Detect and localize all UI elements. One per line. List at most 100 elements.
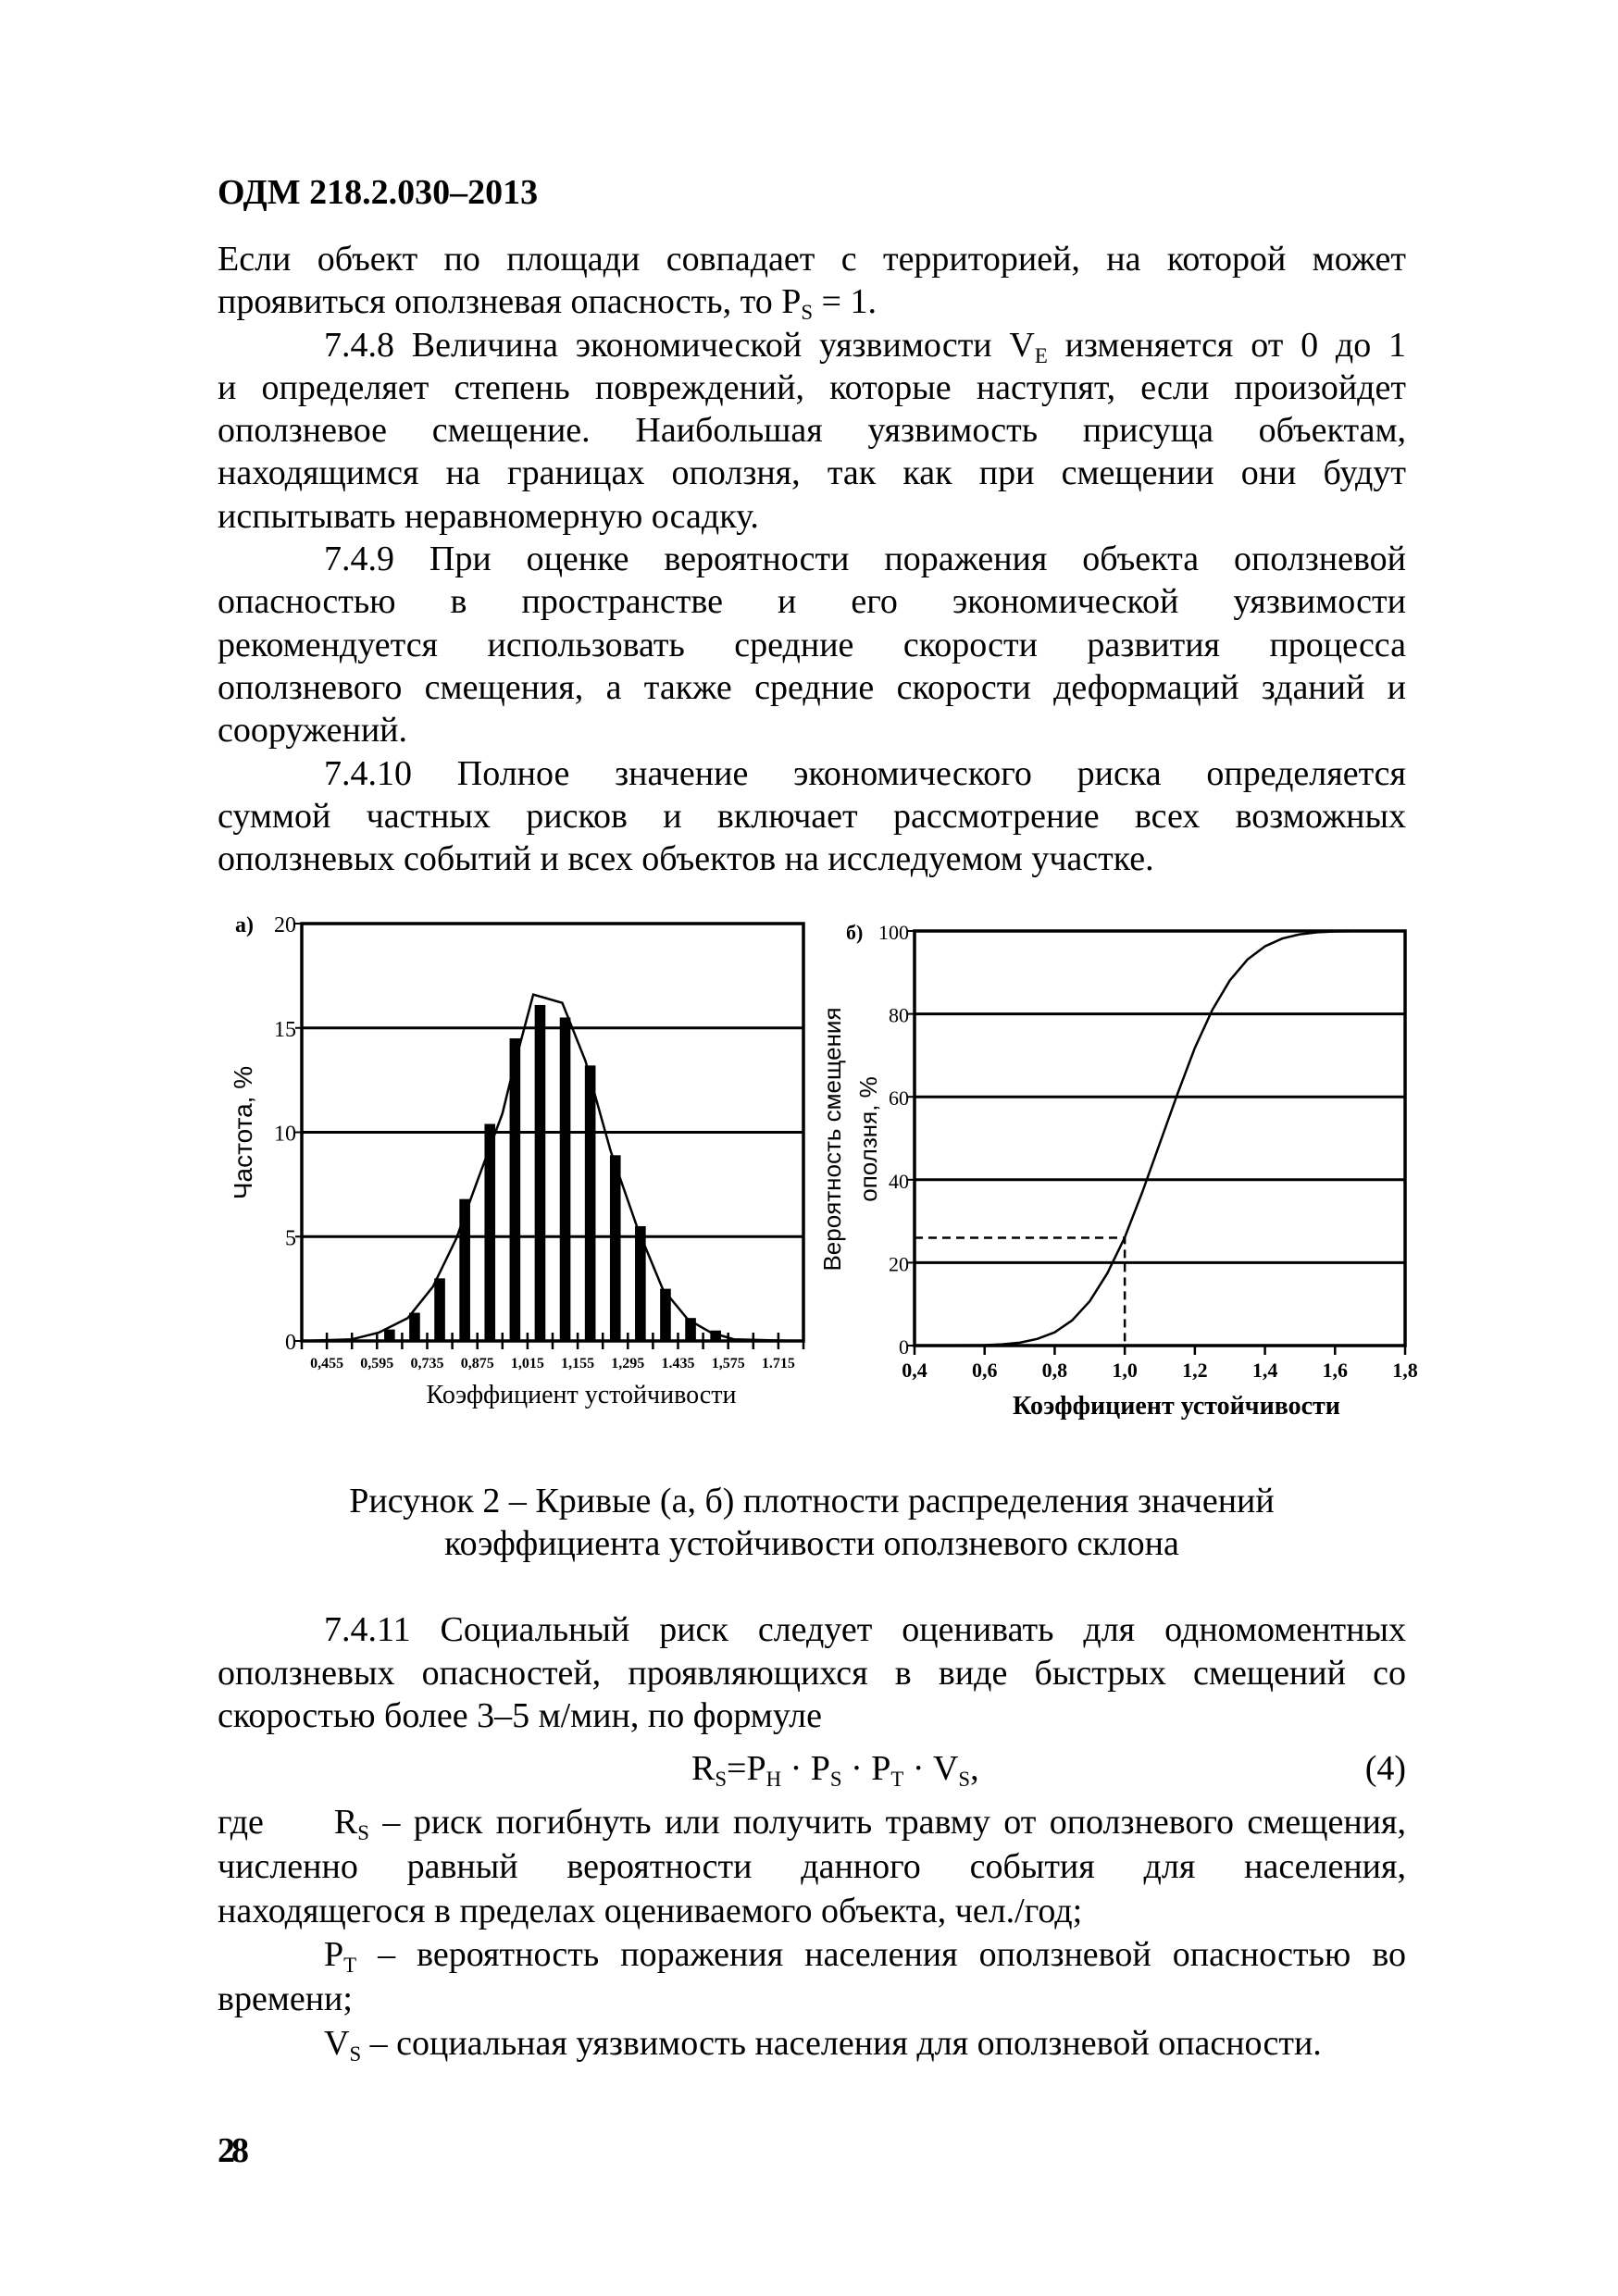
subscript: S	[715, 1767, 728, 1791]
page-number: 28	[218, 2131, 249, 2170]
x-tick-label: 1.435	[662, 1356, 695, 1371]
y-tick-label: 100	[878, 921, 909, 944]
text-segment: оползневое смещение. Наибольшая уязвимос…	[218, 411, 1406, 451]
text-line: и определяет степень повреждений, которы…	[218, 366, 1406, 409]
x-tick-label: 0,595	[360, 1356, 393, 1371]
text-segment: – вероятность поражения населения оползн…	[356, 1935, 1406, 1975]
text-line: VS – социальная уязвимость населения для…	[218, 2022, 1406, 2066]
x-tick-label: 1.715	[762, 1356, 795, 1371]
text-segment: сооружений.	[218, 711, 407, 751]
text-segment: находящимся на границах оползня, так как…	[218, 453, 1406, 493]
text-segment: 7.4.11 Социальный риск следует оценивать…	[324, 1610, 1406, 1649]
subscript: S	[958, 1767, 971, 1791]
y-tick-label: 20	[889, 1252, 909, 1275]
histogram-bar	[559, 1017, 571, 1341]
text-segment: – социальная уязвимость населения для оп…	[361, 2023, 1322, 2063]
subscript: S	[829, 1767, 842, 1791]
text-segment: испытывать неравномерную осадку.	[218, 496, 759, 536]
text-line: сооружений.	[218, 709, 1406, 751]
x-axis-title: Коэффициент устойчивости	[427, 1381, 737, 1409]
text-segment: P	[324, 1935, 344, 1975]
text-line: оползневого смещения, а также средние ск…	[218, 666, 1406, 709]
text-segment: проявиться оползневая опасность, то P	[218, 282, 802, 322]
subscript: S	[349, 2042, 362, 2066]
text-segment: оползневых опасностей, проявляющихся в в…	[218, 1653, 1406, 1693]
text-line: 7.4.10 Полное значение экономического ри…	[218, 752, 1406, 795]
x-tick-label: 1,4	[1252, 1359, 1278, 1382]
text-segment: · P	[841, 1749, 891, 1788]
document-code-header: ОДМ 218.2.030–2013	[218, 173, 539, 212]
histogram-bar	[384, 1329, 395, 1341]
y-tick-label: 80	[889, 1004, 909, 1027]
formula-social-risk: RS=PН · PS · PТ · VS,	[691, 1747, 979, 1790]
x-tick-label: 1,155	[561, 1356, 594, 1371]
text-line: суммой частных рисков и включает рассмот…	[218, 795, 1406, 838]
text-line: численно равный вероятности данного собы…	[218, 1845, 1406, 1890]
text-segment: · V	[903, 1749, 959, 1788]
text-line: 7.4.11 Социальный риск следует оценивать…	[218, 1608, 1406, 1652]
y-tick-label: 0	[899, 1335, 909, 1359]
histogram-bar	[635, 1225, 646, 1341]
text-segment: находящегося в пределах оцениваемого объ…	[218, 1891, 1083, 1930]
x-tick-label: 1,295	[611, 1356, 644, 1371]
text-line: где RS – риск погибнуть или получить тра…	[218, 1801, 1406, 1845]
x-tick-label: 1,575	[712, 1356, 745, 1371]
histogram-bar	[710, 1330, 721, 1341]
histogram-bar	[484, 1123, 496, 1341]
body-text-top: Если объект по площади совпадает с терри…	[218, 238, 1406, 880]
histogram-bar	[434, 1278, 445, 1341]
text-line: коэффициента устойчивости оползневого ск…	[218, 1522, 1406, 1565]
text-segment: опасностью в пространстве и его экономич…	[218, 582, 1406, 622]
text-segment: рекомендуется использовать средние скоро…	[218, 625, 1406, 664]
formula-number: (4)	[1364, 1749, 1406, 1788]
text-line: оползневых опасностей, проявляющихся в в…	[218, 1652, 1406, 1695]
y-axis-title-line: Вероятность смещения	[818, 1007, 846, 1271]
x-tick-label: 1,8	[1392, 1359, 1418, 1382]
panel-label: а)	[235, 913, 254, 937]
y-tick-label: 0	[285, 1331, 296, 1355]
text-segment: оползневого смещения, а также средние ск…	[218, 667, 1406, 707]
text-segment: скоростью более 3–5 м/мин, по формуле	[218, 1696, 822, 1735]
text-segment: 7.4.9 При оценке вероятности поражения о…	[324, 540, 1406, 579]
probability-curve	[914, 929, 1405, 1347]
text-segment: =P	[727, 1749, 766, 1788]
text-segment: = 1.	[813, 282, 877, 322]
text-line: находящегося в пределах оцениваемого объ…	[218, 1890, 1406, 1934]
panel-label: б)	[846, 921, 863, 944]
text-line: испытывать неравномерную осадку.	[218, 495, 1406, 538]
text-line: оползневых событий и всех объектов на ис…	[218, 838, 1406, 880]
text-line: времени;	[218, 1978, 1406, 2022]
histogram-bar	[660, 1288, 671, 1341]
x-axis-title: Коэффициент устойчивости	[1013, 1392, 1340, 1421]
histogram-bar	[685, 1318, 696, 1341]
x-tick-label: 0,455	[310, 1356, 343, 1371]
text-segment: ,	[970, 1749, 979, 1788]
body-text-middle: 7.4.11 Социальный риск следует оценивать…	[218, 1608, 1406, 1738]
text-segment: · P	[781, 1749, 830, 1788]
figure-caption: Рисунок 2 – Кривые (а, б) плотности расп…	[218, 1480, 1406, 1565]
y-tick-label: 15	[274, 1018, 296, 1042]
text-segment: Рисунок 2 – Кривые (а, б) плотности расп…	[349, 1482, 1275, 1520]
x-tick-label: 1,6	[1323, 1359, 1349, 1382]
x-tick-label: 1,2	[1182, 1359, 1208, 1382]
y-axis-title-line: оползня, %	[854, 1076, 882, 1202]
subscript: Т	[343, 1954, 357, 1978]
reference-dashed-line	[915, 1236, 1126, 1346]
text-segment: и определяет степень повреждений, которы…	[218, 367, 1406, 407]
y-tick-label: 20	[274, 913, 296, 937]
histogram-bar	[509, 1038, 521, 1341]
text-line: проявиться оползневая опасность, то PS =…	[218, 280, 1406, 323]
text-line: оползневое смещение. Наибольшая уязвимос…	[218, 409, 1406, 452]
text-segment: 7.4.8 Величина экономической уязвимости …	[324, 325, 1035, 365]
x-tick-label: 0,8	[1042, 1359, 1068, 1382]
x-tick-label: 1,0	[1112, 1359, 1138, 1382]
text-line: Рисунок 2 – Кривые (а, б) плотности расп…	[218, 1480, 1406, 1522]
plot-frame	[913, 929, 1407, 1347]
text-line: RS=PН · PS · PТ · VS,	[691, 1747, 979, 1790]
subscript: Н	[765, 1767, 782, 1791]
subscript: S	[801, 301, 814, 325]
text-segment: суммой частных рисков и включает рассмот…	[218, 796, 1406, 836]
text-segment: R	[691, 1749, 716, 1788]
text-line: PТ – вероятность поражения населения опо…	[218, 1933, 1406, 1978]
x-tick-label: 0,875	[461, 1356, 494, 1371]
